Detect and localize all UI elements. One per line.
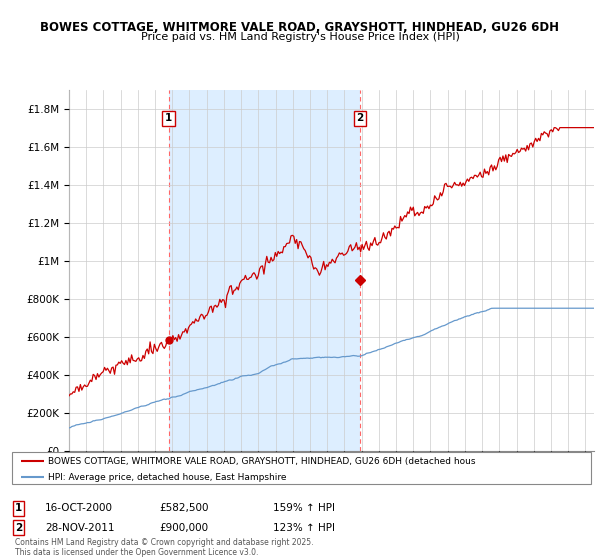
Text: 1: 1 (165, 113, 172, 123)
Text: 2: 2 (15, 522, 22, 533)
Text: BOWES COTTAGE, WHITMORE VALE ROAD, GRAYSHOTT, HINDHEAD, GU26 6DH (detached hous: BOWES COTTAGE, WHITMORE VALE ROAD, GRAYS… (49, 456, 476, 465)
Text: Price paid vs. HM Land Registry's House Price Index (HPI): Price paid vs. HM Land Registry's House … (140, 32, 460, 43)
Text: 159% ↑ HPI: 159% ↑ HPI (273, 503, 335, 514)
Text: 16-OCT-2000: 16-OCT-2000 (45, 503, 113, 514)
Text: 123% ↑ HPI: 123% ↑ HPI (273, 522, 335, 533)
Text: 1: 1 (15, 503, 22, 514)
Text: 2: 2 (356, 113, 364, 123)
Text: HPI: Average price, detached house, East Hampshire: HPI: Average price, detached house, East… (49, 473, 287, 482)
Bar (169, 90, 360, 451)
Text: BOWES COTTAGE, WHITMORE VALE ROAD, GRAYSHOTT, HINDHEAD, GU26 6DH: BOWES COTTAGE, WHITMORE VALE ROAD, GRAYS… (41, 21, 560, 34)
Text: £582,500: £582,500 (159, 503, 209, 514)
Text: 28-NOV-2011: 28-NOV-2011 (45, 522, 115, 533)
Text: £900,000: £900,000 (159, 522, 208, 533)
Text: Contains HM Land Registry data © Crown copyright and database right 2025.
This d: Contains HM Land Registry data © Crown c… (15, 538, 314, 557)
